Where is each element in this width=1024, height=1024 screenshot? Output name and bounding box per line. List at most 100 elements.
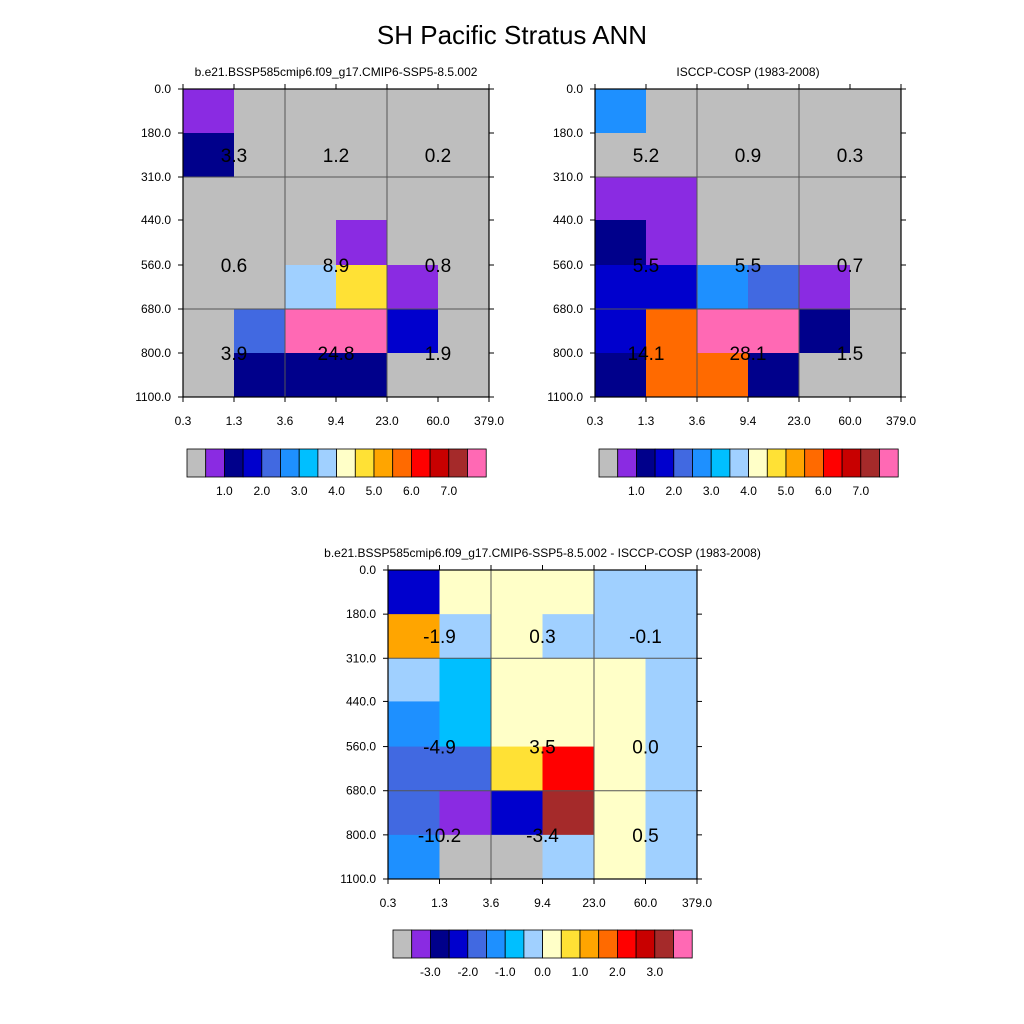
box-value-label: 0.9 bbox=[735, 146, 761, 167]
heatmap-cell bbox=[646, 353, 698, 398]
x-tick-label: 60.0 bbox=[838, 414, 862, 428]
y-tick-label: 180.0 bbox=[141, 126, 171, 140]
heatmap-cell bbox=[183, 177, 235, 221]
heatmap-cell bbox=[697, 177, 749, 221]
heatmap-cell bbox=[336, 89, 388, 134]
heatmap-cell bbox=[748, 133, 800, 178]
y-tick-label: 440.0 bbox=[553, 213, 583, 227]
colorbar-label: 1.0 bbox=[216, 484, 233, 498]
colorbar-label: 4.0 bbox=[740, 484, 757, 498]
heatmap-cell bbox=[645, 614, 698, 659]
heatmap-cell bbox=[491, 790, 543, 836]
colorbar-swatch bbox=[448, 929, 469, 959]
box-value-label: 1.2 bbox=[323, 146, 349, 167]
y-tick-label: 680.0 bbox=[346, 784, 376, 798]
box-value-label: 24.8 bbox=[318, 344, 355, 365]
colorbar-swatch bbox=[280, 448, 300, 478]
heatmap-cell bbox=[285, 89, 337, 134]
colorbar-swatch bbox=[785, 448, 806, 478]
heatmap-cell bbox=[234, 89, 286, 134]
x-tick-label: 3.6 bbox=[689, 414, 706, 428]
colorbar-swatch bbox=[598, 448, 619, 478]
colorbar-swatch bbox=[860, 448, 880, 478]
box-value-label: 3.5 bbox=[529, 738, 555, 759]
colorbar-swatch bbox=[598, 929, 618, 959]
heatmap-cell bbox=[336, 309, 388, 354]
heatmap-cell bbox=[645, 570, 698, 615]
box-value-label: 0.2 bbox=[425, 146, 451, 167]
heatmap-cell bbox=[234, 265, 286, 310]
heatmap-cell bbox=[388, 746, 440, 792]
heatmap-cell bbox=[388, 658, 440, 702]
heatmap-cell bbox=[234, 177, 286, 221]
colorbar-label: -1.0 bbox=[495, 965, 516, 979]
heatmap-cell bbox=[645, 701, 698, 748]
heatmap-cell bbox=[697, 220, 749, 266]
y-tick-label: 180.0 bbox=[553, 126, 583, 140]
colorbar: 1.0 2.0 3.0 4.0 5.0 6.0 7.0 bbox=[598, 448, 899, 498]
y-tick-label: 560.0 bbox=[346, 740, 376, 754]
heatmap-cell bbox=[439, 701, 492, 748]
heatmap-cell bbox=[387, 265, 439, 310]
colorbar-label: 7.0 bbox=[852, 484, 869, 498]
box-value-label: -3.4 bbox=[526, 826, 559, 847]
colorbar-swatch bbox=[373, 448, 394, 478]
colorbar-label: 6.0 bbox=[815, 484, 832, 498]
heatmap-cell bbox=[336, 133, 388, 178]
heatmap-cell bbox=[491, 614, 543, 659]
colorbar-swatch bbox=[410, 448, 431, 478]
x-tick-label: 0.3 bbox=[587, 414, 604, 428]
box-value-label: 14.1 bbox=[628, 344, 665, 365]
heatmap-cell bbox=[542, 701, 595, 748]
colorbar-swatch bbox=[560, 929, 581, 959]
heatmap-cell bbox=[439, 746, 492, 792]
colorbar-swatch bbox=[448, 448, 468, 478]
heatmap-cell bbox=[285, 309, 337, 354]
colorbar-label: -2.0 bbox=[457, 965, 478, 979]
x-tick-label: 1.3 bbox=[226, 414, 243, 428]
colorbar-label: 2.0 bbox=[609, 965, 626, 979]
heatmap-cell bbox=[439, 614, 492, 659]
colorbar-swatch bbox=[617, 448, 637, 478]
colorbar-swatch bbox=[542, 929, 562, 959]
colorbar-swatch bbox=[841, 448, 862, 478]
heatmap-cell bbox=[183, 353, 235, 398]
box-value-label: 0.7 bbox=[837, 256, 863, 277]
colorbar-swatch bbox=[486, 929, 506, 959]
heatmap-cell bbox=[387, 89, 439, 134]
colorbar-swatch bbox=[766, 448, 787, 478]
colorbar-swatch bbox=[879, 448, 899, 478]
heatmap-cell bbox=[595, 353, 647, 398]
colorbar-label: 7.0 bbox=[440, 484, 457, 498]
heatmap-cell bbox=[542, 790, 595, 836]
heatmap-cell bbox=[285, 177, 337, 221]
heatmap-cell bbox=[388, 790, 440, 836]
colorbar-swatch bbox=[692, 448, 712, 478]
heatmap-cell bbox=[850, 309, 902, 354]
heatmap-cell bbox=[438, 177, 490, 221]
colorbar: -3.0 -2.0 -1.0 0.0 1.0 2.0 3.0 bbox=[392, 929, 693, 979]
heatmap-cell bbox=[491, 701, 543, 748]
heatmap-cell bbox=[799, 133, 851, 178]
colorbar-swatch bbox=[317, 448, 337, 478]
y-tick-label: 800.0 bbox=[346, 828, 376, 842]
heatmap-cell bbox=[595, 265, 647, 310]
heatmap-cell bbox=[439, 834, 492, 880]
heatmap-cell bbox=[336, 265, 388, 310]
heatmap-cell bbox=[748, 89, 800, 134]
heatmap-cell bbox=[183, 89, 235, 134]
colorbar-swatch bbox=[579, 929, 600, 959]
heatmap-cell bbox=[594, 570, 646, 615]
panel-title: b.e21.BSSP585cmip6.f09_g17.CMIP6-SSP5-8.… bbox=[195, 65, 478, 79]
chart-panel-1: 0.0 180.0 310.0 440.0 560.0 680.0 800.0 1100.0 0… bbox=[135, 65, 504, 498]
heatmap-cell bbox=[285, 265, 337, 310]
box-value-label: 28.1 bbox=[730, 344, 767, 365]
colorbar-swatch bbox=[392, 448, 412, 478]
colorbar-label: 2.0 bbox=[253, 484, 270, 498]
heatmap-cell bbox=[646, 89, 698, 134]
y-tick-label: 680.0 bbox=[141, 302, 171, 316]
y-tick-label: 180.0 bbox=[346, 607, 376, 621]
x-tick-label: 23.0 bbox=[582, 896, 606, 910]
colorbar-label: 1.0 bbox=[628, 484, 645, 498]
x-tick-label: 9.4 bbox=[534, 896, 551, 910]
